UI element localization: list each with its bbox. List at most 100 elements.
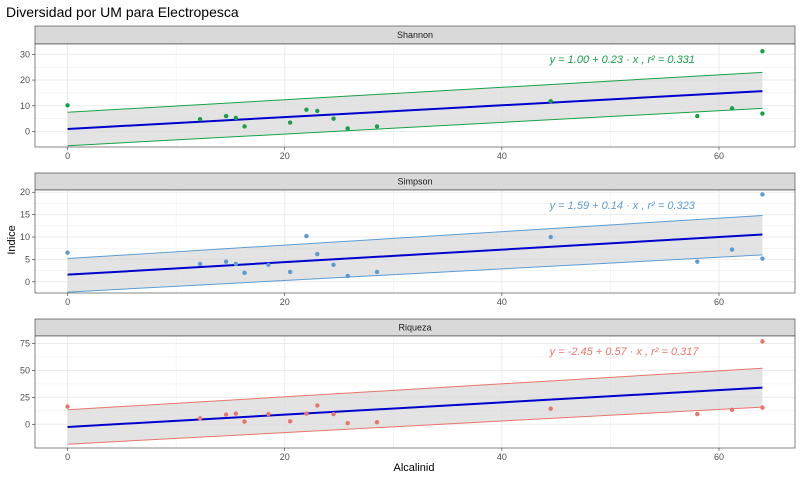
x-tick-label: 60 xyxy=(714,297,724,307)
data-point xyxy=(331,116,336,121)
y-tick-label: 10 xyxy=(20,101,30,111)
y-tick-label: 0 xyxy=(25,419,30,429)
y-tick-label: 15 xyxy=(20,210,30,220)
data-point xyxy=(242,124,247,129)
data-point xyxy=(266,411,271,417)
x-axis-title: Alcalinid xyxy=(394,462,435,474)
band-lower-line xyxy=(67,406,763,445)
data-point xyxy=(223,113,229,119)
panel-shannon: Shannon 0 20 40 60 0 10 20 30 y = 1.00 + 0.23 · x… xyxy=(20,25,796,161)
band-lower-line xyxy=(67,107,763,147)
data-point xyxy=(233,411,239,416)
x-tick-label: 0 xyxy=(65,452,70,462)
data-point xyxy=(242,419,247,424)
data-point xyxy=(315,108,320,114)
data-point xyxy=(760,111,765,116)
data-point xyxy=(695,259,700,264)
band-upper-line xyxy=(67,71,763,113)
panel-border xyxy=(34,189,796,294)
data-point xyxy=(197,261,203,267)
confidence-band xyxy=(67,368,763,445)
x-tick-label: 60 xyxy=(714,452,724,462)
y-tick-label: 5 xyxy=(25,254,30,264)
data-point xyxy=(729,407,735,412)
facet-strip-label: Riqueza xyxy=(398,323,431,333)
y-tick-label: 20 xyxy=(20,187,30,197)
y-tick-label: 75 xyxy=(20,339,30,349)
data-point xyxy=(345,273,350,279)
data-point xyxy=(197,416,203,421)
y-tick-label: 30 xyxy=(20,49,30,59)
data-point xyxy=(266,262,271,267)
data-point xyxy=(760,339,765,344)
y-tick-label: 10 xyxy=(20,232,30,242)
data-point xyxy=(695,411,700,417)
x-tick-label: 40 xyxy=(497,452,507,462)
facet-strip-label: Simpson xyxy=(397,177,432,187)
x-tick-label: 20 xyxy=(280,297,290,307)
x-tick-label: 0 xyxy=(65,297,70,307)
x-tick-label: 20 xyxy=(280,151,290,161)
y-tick-label: 50 xyxy=(20,365,30,375)
data-point xyxy=(374,269,380,275)
data-point xyxy=(304,107,309,112)
regression-equation: y = 1.00 + 0.23 · x , r² = 0.331 xyxy=(549,54,695,66)
panel-simpson: Simpson 0 20 40 60 0 5 10 15 20 y = 1.59 + 0.14 · … xyxy=(20,172,796,307)
regression-line xyxy=(67,233,763,276)
data-point xyxy=(331,262,336,267)
x-tick-label: 20 xyxy=(280,452,290,462)
data-point xyxy=(304,411,309,416)
regression-line xyxy=(67,386,763,428)
data-point xyxy=(197,116,203,122)
data-point xyxy=(345,421,350,426)
y-tick-label: 20 xyxy=(20,75,30,85)
data-point xyxy=(315,251,320,257)
panel-riqueza: Riqueza 0 20 40 60 0 25 50 75 y = -2.45 + 0.57 · … xyxy=(20,318,796,462)
data-point xyxy=(287,269,293,275)
band-upper-line xyxy=(67,367,763,411)
data-point xyxy=(729,106,735,111)
data-point xyxy=(304,233,309,239)
data-point xyxy=(287,419,293,424)
band-lower-line xyxy=(67,254,763,293)
band-upper-line xyxy=(67,215,763,260)
x-tick-label: 40 xyxy=(497,151,507,161)
regression-equation: y = 1.59 + 0.14 · x , r² = 0.323 xyxy=(549,200,696,212)
x-tick-label: 0 xyxy=(65,151,70,161)
data-point xyxy=(695,113,700,119)
regression-equation: y = -2.45 + 0.57 · x , r² = 0.317 xyxy=(549,346,700,358)
regression-line xyxy=(67,90,763,130)
data-point xyxy=(223,259,229,264)
x-tick-label: 60 xyxy=(714,151,724,161)
y-tick-label: 0 xyxy=(25,277,30,287)
panel-border xyxy=(34,43,796,148)
data-point xyxy=(65,250,70,255)
chart-title: Diversidad por UM para Electropesca xyxy=(6,4,239,20)
data-point xyxy=(548,406,553,411)
data-point xyxy=(315,403,320,408)
data-point xyxy=(331,411,336,417)
data-point xyxy=(65,404,70,409)
data-point xyxy=(233,115,239,121)
data-point xyxy=(760,256,765,261)
data-point xyxy=(760,405,765,410)
data-point xyxy=(65,103,70,108)
x-tick-label: 40 xyxy=(497,297,507,307)
data-point xyxy=(760,49,765,54)
data-point xyxy=(242,270,247,276)
data-point xyxy=(374,124,380,129)
facet-strip-label: Shannon xyxy=(397,30,433,40)
confidence-band xyxy=(67,72,763,146)
y-tick-label: 25 xyxy=(20,392,30,402)
data-point xyxy=(729,247,735,252)
data-point xyxy=(287,120,293,125)
data-point xyxy=(760,192,765,197)
panel-border xyxy=(34,335,796,449)
data-point xyxy=(223,412,229,417)
y-tick-label: 0 xyxy=(25,127,30,137)
data-point xyxy=(548,234,553,240)
data-point xyxy=(374,419,380,425)
data-point xyxy=(345,126,350,131)
y-axis-title: Indice xyxy=(6,225,18,254)
